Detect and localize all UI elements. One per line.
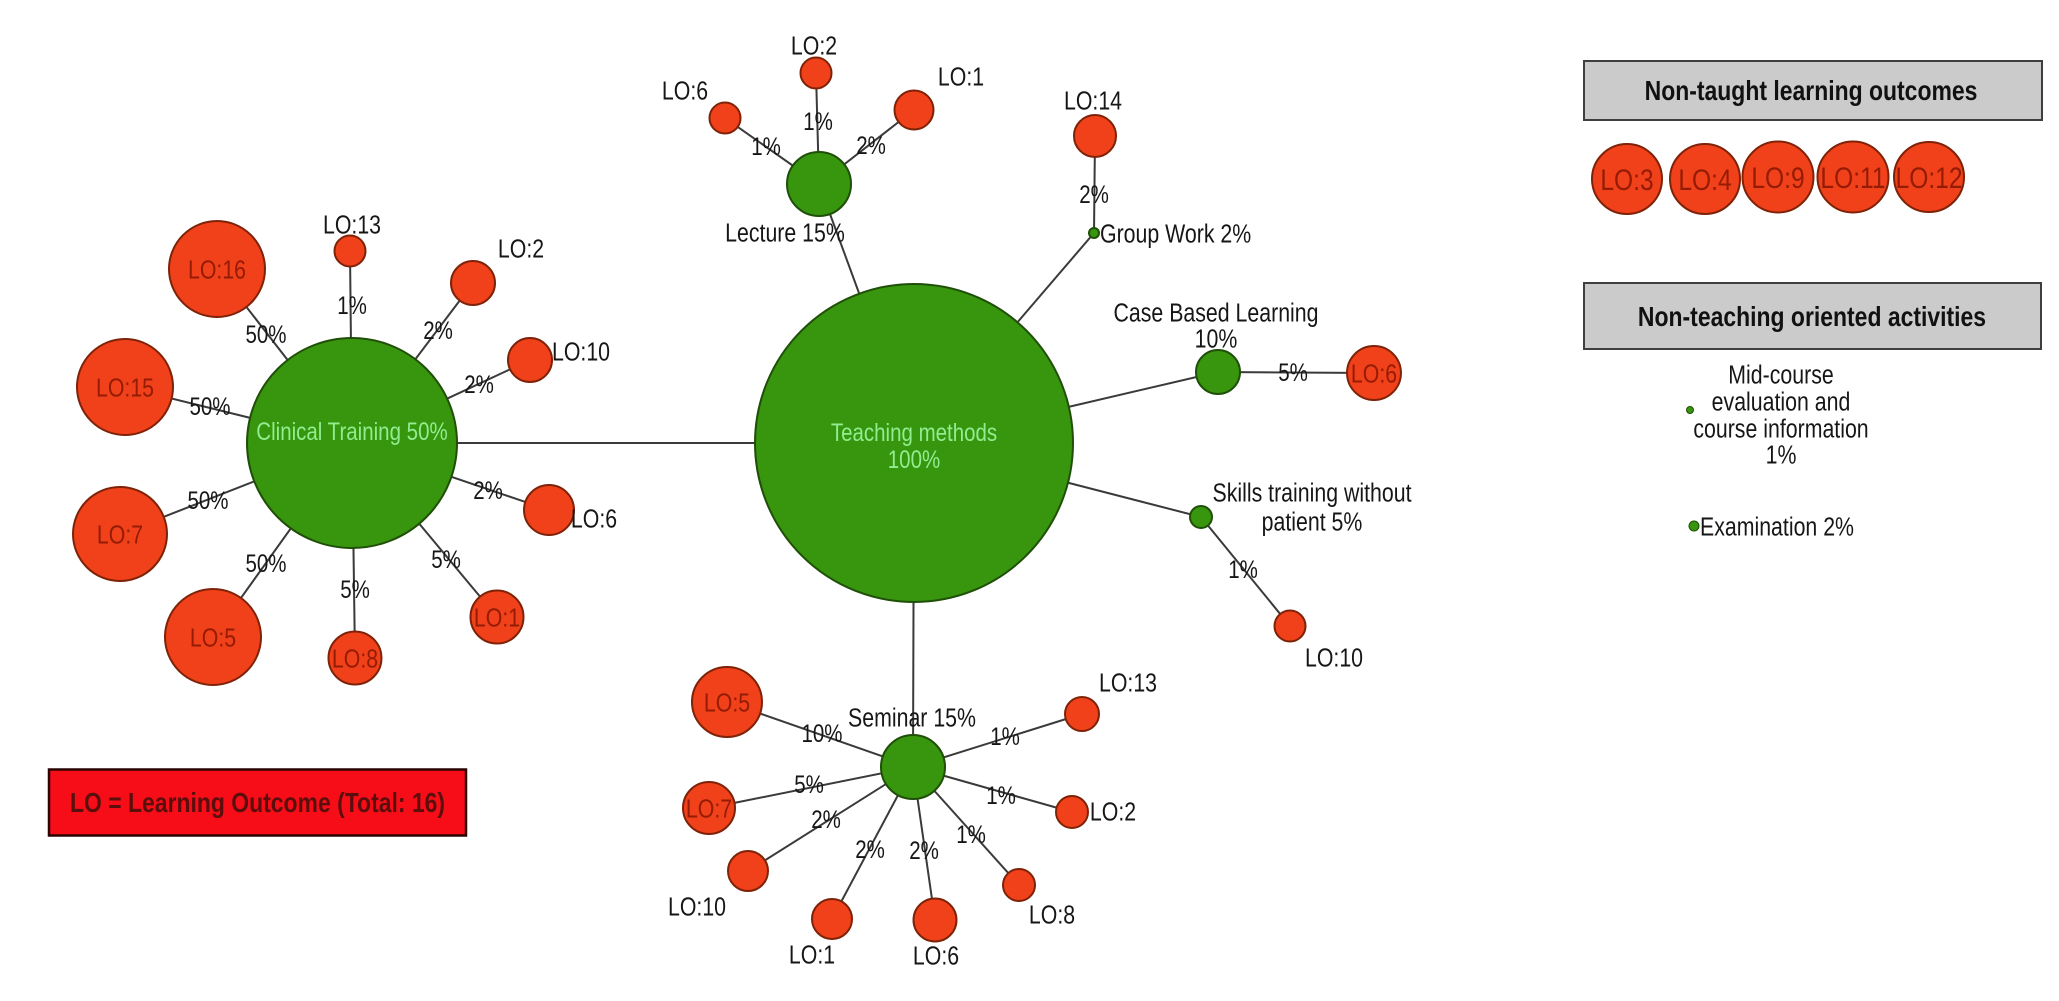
svg-text:LO:3: LO:3 [1600,162,1653,196]
svg-text:1%: 1% [1766,440,1797,470]
svg-text:Skills training without: Skills training without [1212,478,1411,508]
svg-text:2%: 2% [1079,180,1109,208]
svg-text:LO:12: LO:12 [1896,160,1963,194]
svg-text:LO:16: LO:16 [188,255,246,285]
svg-text:LO:9: LO:9 [1751,160,1804,194]
svg-text:LO = Learning Outcome (Total:: LO = Learning Outcome (Total: 16) [70,788,445,819]
svg-text:50%: 50% [245,549,286,577]
svg-text:LO:6: LO:6 [662,76,708,106]
svg-text:2%: 2% [423,316,453,344]
svg-text:LO:6: LO:6 [1351,359,1397,389]
svg-text:Group Work 2%: Group Work 2% [1100,219,1251,249]
svg-text:Mid-course: Mid-course [1728,360,1833,390]
svg-text:LO:10: LO:10 [1305,643,1363,673]
svg-text:LO:1: LO:1 [474,603,520,633]
svg-text:10%: 10% [1195,324,1238,354]
svg-text:LO:2: LO:2 [1090,797,1136,827]
svg-text:50%: 50% [189,392,230,420]
svg-text:1%: 1% [337,291,367,319]
svg-text:2%: 2% [464,370,494,398]
svg-text:LO:11: LO:11 [1820,160,1885,194]
svg-text:1%: 1% [751,132,781,160]
svg-text:Clinical Training 50%: Clinical Training 50% [256,417,447,445]
svg-text:LO:1: LO:1 [789,940,835,970]
svg-text:LO:1: LO:1 [938,62,984,92]
svg-text:50%: 50% [245,320,286,348]
svg-text:LO:15: LO:15 [96,373,154,403]
svg-text:1%: 1% [1228,555,1258,583]
svg-text:LO:13: LO:13 [323,210,381,240]
svg-text:LO:8: LO:8 [332,644,378,674]
svg-text:patient 5%: patient 5% [1262,507,1363,537]
svg-text:Case Based Learning: Case Based Learning [1114,298,1319,328]
svg-text:50%: 50% [187,486,228,514]
svg-text:LO:6: LO:6 [571,504,617,534]
svg-text:evaluation and: evaluation and [1712,387,1851,417]
svg-text:2%: 2% [473,476,503,504]
svg-text:Teaching methods: Teaching methods [831,418,997,446]
svg-text:LO:4: LO:4 [1678,162,1731,196]
svg-text:LO:2: LO:2 [498,234,544,264]
svg-text:Lecture 15%: Lecture 15% [725,218,845,248]
svg-text:LO:5: LO:5 [190,623,236,653]
svg-text:Seminar 15%: Seminar 15% [848,703,976,733]
svg-text:1%: 1% [803,107,833,135]
svg-text:100%: 100% [888,445,940,473]
svg-text:1%: 1% [990,722,1020,750]
svg-text:10%: 10% [801,719,842,747]
svg-text:LO:10: LO:10 [552,337,610,367]
svg-text:2%: 2% [855,835,885,863]
svg-text:5%: 5% [431,545,461,573]
svg-text:2%: 2% [856,131,886,159]
svg-text:Non-taught learning outcomes: Non-taught learning outcomes [1645,76,1978,107]
svg-text:LO:14: LO:14 [1064,86,1122,116]
svg-text:Non-teaching oriented activiti: Non-teaching oriented activities [1638,302,1986,333]
svg-text:LO:8: LO:8 [1029,900,1075,930]
svg-text:LO:10: LO:10 [668,892,726,922]
svg-text:5%: 5% [794,770,824,798]
svg-text:Examination 2%: Examination 2% [1700,512,1854,542]
svg-text:1%: 1% [986,781,1016,809]
svg-text:LO:5: LO:5 [704,688,750,718]
svg-text:2%: 2% [909,836,939,864]
svg-text:LO:7: LO:7 [686,794,732,824]
svg-text:5%: 5% [1278,358,1308,386]
svg-text:course information: course information [1693,414,1868,444]
svg-text:LO:13: LO:13 [1099,668,1157,698]
svg-text:1%: 1% [956,820,986,848]
svg-text:LO:2: LO:2 [791,31,837,61]
svg-text:5%: 5% [340,575,370,603]
svg-text:LO:7: LO:7 [97,520,143,550]
svg-text:2%: 2% [811,805,841,833]
svg-text:LO:6: LO:6 [913,941,959,971]
